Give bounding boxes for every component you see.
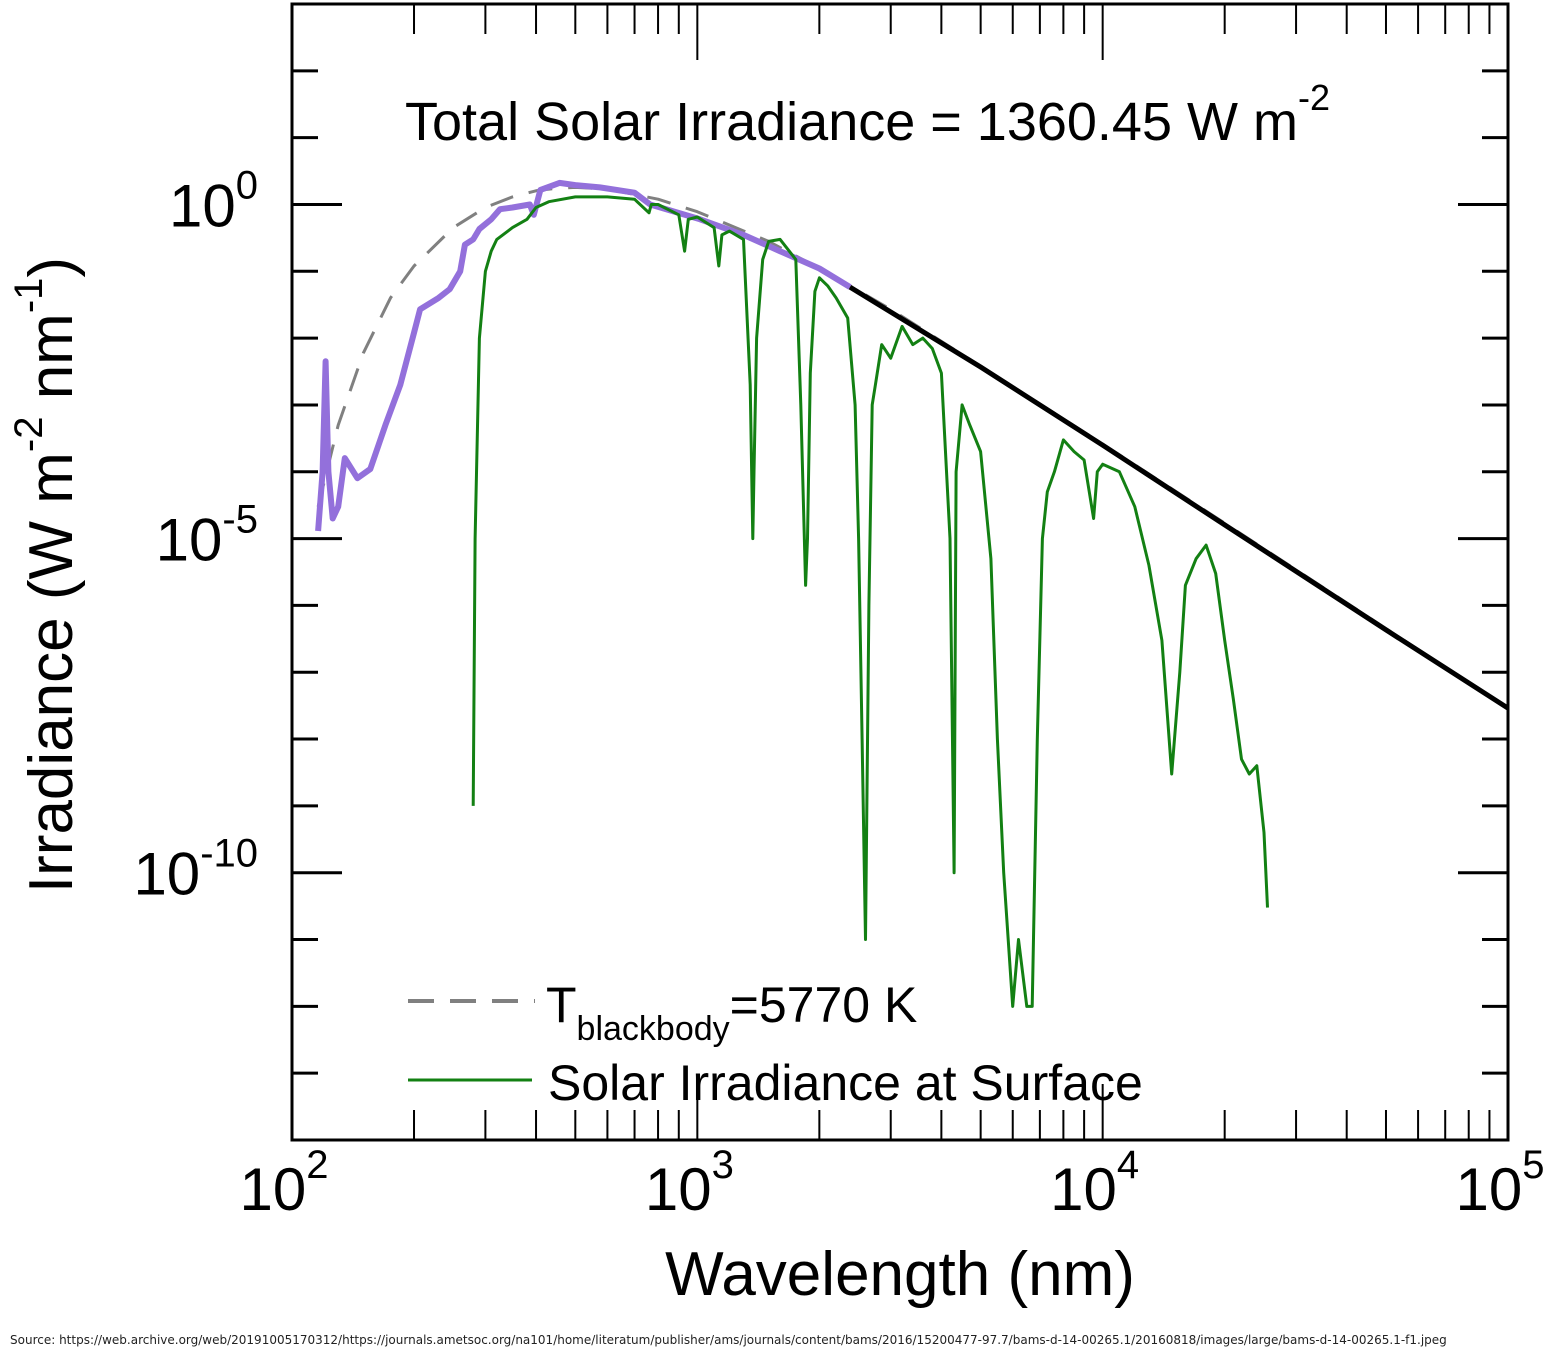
series-line-1 xyxy=(315,179,852,532)
x-tick-label: 105 xyxy=(1456,1143,1545,1223)
legend-label-blackbody: Tblackbody=5770 K xyxy=(546,977,917,1048)
y-axis-label: Irradiance (W m-2 nm-1) xyxy=(7,257,86,893)
x-tick-label: 103 xyxy=(645,1143,734,1223)
plot-frame xyxy=(290,2,1510,1142)
x-tick-label: 102 xyxy=(240,1143,329,1223)
series-line-3 xyxy=(471,195,1269,1008)
axis-ticks xyxy=(292,4,1508,1140)
series-layer xyxy=(315,179,1510,1008)
legend: Tblackbody=5770 K Solar Irradiance at Su… xyxy=(408,977,1143,1111)
chart-title-superscript: -2 xyxy=(1298,77,1330,118)
y-tick-label: 10-5 xyxy=(156,498,258,574)
series-line-2 xyxy=(848,284,1510,711)
x-tick-label: 104 xyxy=(1050,1143,1139,1223)
y-tick-label: 100 xyxy=(169,163,258,239)
source-caption: Source: https://web.archive.org/web/2019… xyxy=(10,1333,1447,1347)
x-tick-labels: 102 103 104 105 xyxy=(240,1143,1545,1223)
y-tick-labels: 100 10-5 10-10 xyxy=(133,163,258,907)
x-axis-label: Wavelength (nm) xyxy=(665,1240,1135,1309)
series-line-0 xyxy=(316,185,1509,710)
legend-label-surface: Solar Irradiance at Surface xyxy=(548,1055,1143,1111)
y-tick-label: 10-10 xyxy=(133,832,258,908)
chart-title: Total Solar Irradiance = 1360.45 W m-2 xyxy=(405,77,1330,152)
